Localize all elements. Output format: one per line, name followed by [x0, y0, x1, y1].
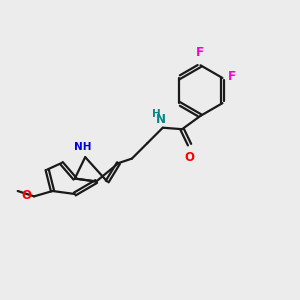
Text: N: N	[156, 113, 166, 126]
Text: H: H	[152, 109, 161, 119]
Text: F: F	[196, 46, 204, 59]
Text: O: O	[22, 189, 32, 202]
Text: NH: NH	[74, 142, 92, 152]
Text: F: F	[228, 70, 236, 83]
Text: O: O	[184, 151, 194, 164]
